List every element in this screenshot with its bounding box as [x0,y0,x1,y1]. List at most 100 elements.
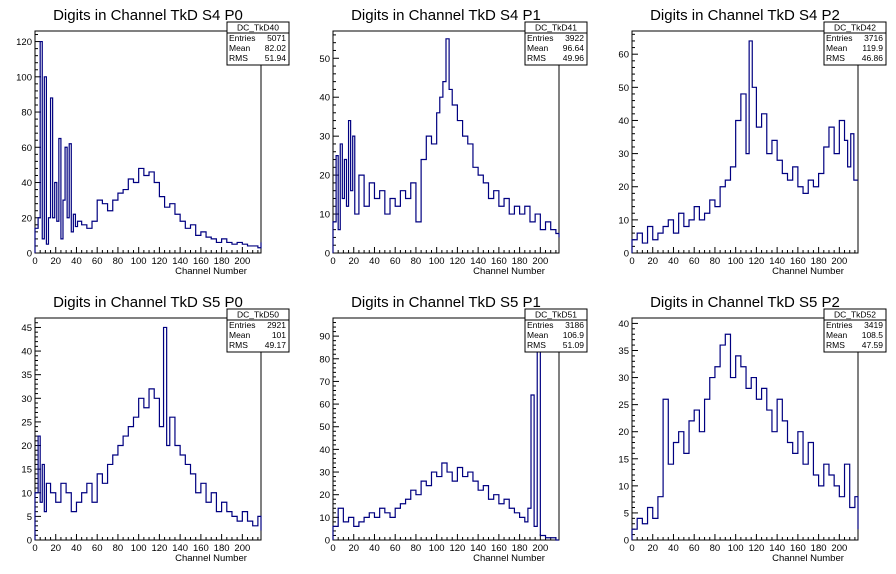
x-tick-label: 60 [390,256,401,267]
y-tick-label: 30 [21,394,32,405]
stats-key: Mean [826,43,848,53]
y-tick-label: 20 [21,213,32,224]
panel-title: Digits in Channel TkD S4 P1 [351,7,541,24]
y-tick-label: 20 [21,441,32,452]
x-axis-label: Channel Number [473,266,545,277]
stats-value: 3716 [864,33,883,43]
y-tick-label: 30 [319,468,330,479]
stats-box-border [524,308,588,353]
stats-value: 96.64 [563,43,585,53]
x-tick-label: 0 [330,543,335,554]
stats-name: DC_TkD41 [535,23,577,33]
x-tick-label: 200 [831,256,847,267]
x-tick-label: 180 [512,543,528,554]
histogram-line [34,40,262,253]
y-tick-label: 10 [319,513,330,524]
panel-title: Digits in Channel TkD S5 P1 [351,294,541,311]
y-tick-label: 0 [27,249,32,260]
stats-key: RMS [826,340,845,350]
stats-key: Entries [527,320,553,330]
plot-frame [332,317,560,541]
stats-value: 3186 [565,320,584,330]
y-tick-label: 20 [618,427,629,438]
x-tick-label: 160 [193,543,209,554]
stats-key: Mean [826,330,848,340]
x-tick-label: 80 [710,256,721,267]
y-tick-label: 40 [21,347,32,358]
y-tick-label: 30 [618,373,629,384]
y-tick-label: 15 [618,454,629,465]
stats-name: DC_TkD40 [237,23,279,33]
x-tick-label: 80 [411,543,422,554]
x-tick-label: 0 [629,543,634,554]
stats-key: Mean [527,43,549,53]
stats-value: 3922 [565,33,584,43]
stats-key: RMS [229,53,248,63]
stats-box-border [524,21,588,66]
x-tick-label: 80 [710,543,721,554]
x-tick-label: 60 [689,256,700,267]
stats-name: DC_TkD52 [834,310,876,320]
x-tick-label: 20 [647,256,658,267]
stats-value: 51.09 [563,340,585,350]
x-tick-label: 200 [532,256,548,267]
y-tick-label: 20 [319,490,330,501]
x-tick-label: 20 [647,543,658,554]
stats-key: RMS [527,340,546,350]
x-tick-label: 100 [429,543,445,554]
stats-value: 2921 [267,320,286,330]
stats-value: 82.02 [265,43,287,53]
stats-value: 3419 [864,320,883,330]
x-tick-label: 100 [429,256,445,267]
x-tick-label: 40 [369,543,380,554]
stats-value: 101 [272,330,286,340]
x-tick-label: 20 [348,543,359,554]
x-axis-label: Channel Number [772,553,844,564]
x-tick-label: 140 [769,256,785,267]
stats-value: 49.17 [265,340,287,350]
x-tick-label: 0 [330,256,335,267]
stats-box-border [823,21,887,66]
y-tick-label: 50 [618,83,629,94]
histogram-panel: Digits in Channel TkD S5 P00 20 40 60 80 100 1… [21,294,290,564]
stats-value: 49.96 [563,53,585,63]
stats-value: 47.59 [862,340,884,350]
histogram-line [34,326,262,540]
y-tick-label: 40 [319,93,330,104]
stats-value: 108.5 [862,330,884,340]
x-axis-label: Channel Number [175,553,247,564]
x-tick-label: 0 [32,543,37,554]
x-axis-label: Channel Number [175,266,247,277]
y-tick-label: 25 [618,400,629,411]
histogram-panel: Digits in Channel TkD S5 P20 20 40 60 80 100 1… [618,294,887,564]
x-tick-label: 80 [411,256,422,267]
stats-key: RMS [826,53,845,63]
x-tick-label: 180 [811,543,827,554]
plot-frame [34,30,262,254]
y-tick-label: 30 [618,149,629,160]
y-tick-label: 90 [319,332,330,343]
stats-name: DC_TkD42 [834,23,876,33]
histogram-line [631,40,858,253]
y-tick-label: 60 [21,143,32,154]
y-tick-label: 10 [618,215,629,226]
x-tick-label: 120 [151,543,167,554]
y-tick-label: 120 [16,37,32,48]
x-tick-label: 60 [92,256,103,267]
y-tick-label: 60 [618,50,629,61]
panel-title: Digits in Channel TkD S5 P2 [650,294,840,311]
y-tick-label: 10 [21,488,32,499]
y-tick-label: 50 [319,54,330,65]
stats-key: RMS [229,340,248,350]
plot-frame [631,30,859,254]
x-tick-label: 100 [728,543,744,554]
x-tick-label: 160 [790,256,806,267]
y-tick-label: 80 [319,354,330,365]
y-tick-label: 40 [618,116,629,127]
y-tick-label: 40 [618,319,629,330]
stats-key: Entries [826,320,852,330]
x-tick-label: 180 [811,256,827,267]
